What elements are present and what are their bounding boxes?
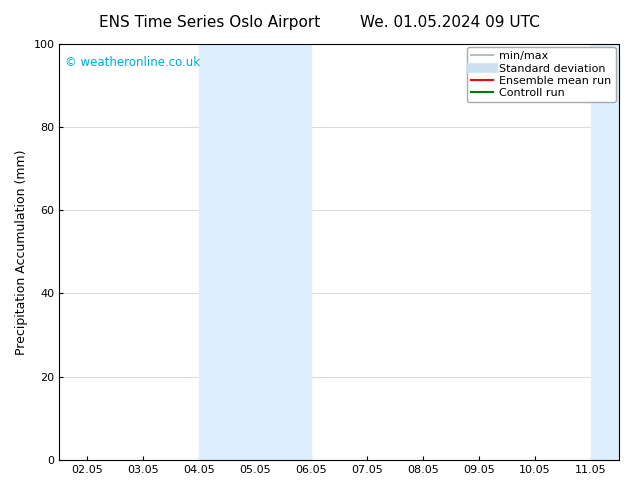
Bar [591,44,619,460]
Text: ENS Time Series Oslo Airport: ENS Time Series Oslo Airport [99,15,320,30]
Y-axis label: Precipitation Accumulation (mm): Precipitation Accumulation (mm) [15,149,28,355]
Legend: min/max, Standard deviation, Ensemble mean run, Controll run: min/max, Standard deviation, Ensemble me… [467,47,616,102]
Bar [199,44,311,460]
Text: © weatheronline.co.uk: © weatheronline.co.uk [65,56,200,69]
Text: We. 01.05.2024 09 UTC: We. 01.05.2024 09 UTC [360,15,540,30]
